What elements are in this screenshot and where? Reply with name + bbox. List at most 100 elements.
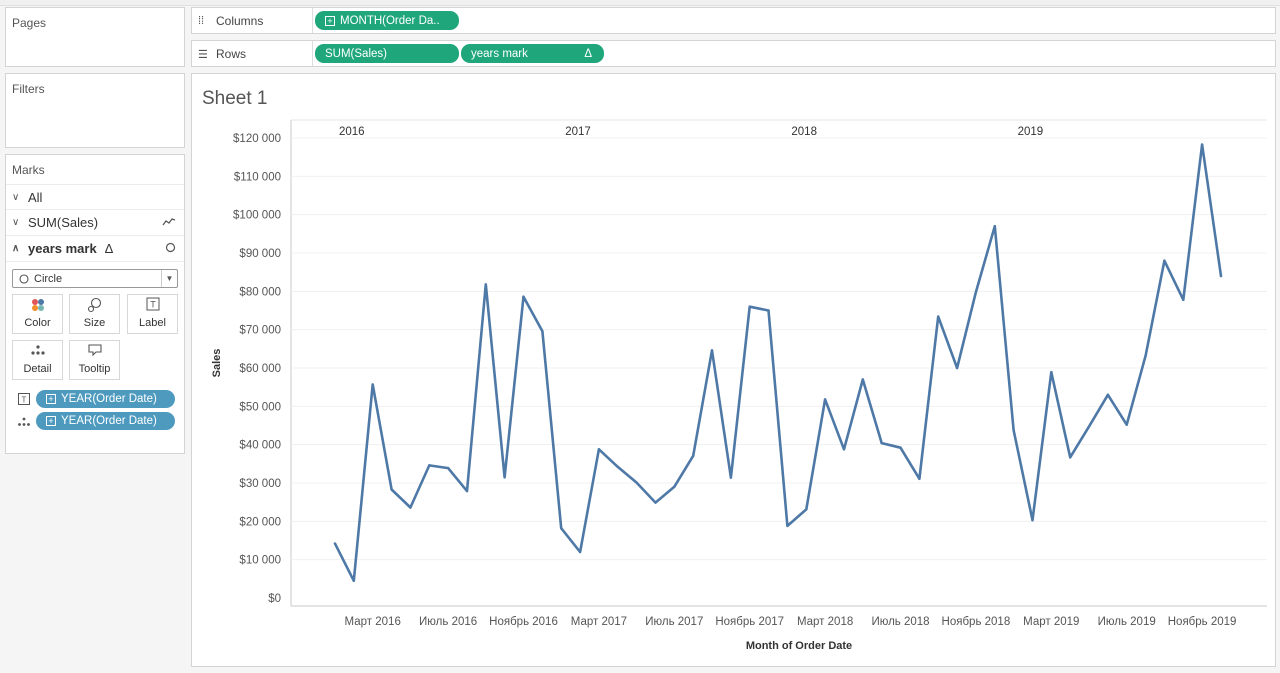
y-axis-title: Sales <box>211 349 223 378</box>
data-point <box>484 283 487 286</box>
pages-panel[interactable]: Pages <box>5 7 185 67</box>
data-point <box>1012 428 1015 432</box>
label-label: Label <box>139 317 166 329</box>
year-header-label: 2018 <box>791 126 817 138</box>
x-tick-label: Март 2019 <box>1023 616 1079 628</box>
sheet-view[interactable]: Sheet 1 $0 $10 000 $20 000 $30 000 $40 000 $5… <box>191 73 1276 667</box>
columns-month-pill[interactable]: + MONTH(Order Da.. <box>315 11 459 30</box>
detail-button[interactable]: Detail <box>12 340 63 380</box>
mark-type-dropdown[interactable]: Circle ▼ <box>12 269 178 288</box>
top-toolbar-strip <box>0 0 1280 6</box>
data-point <box>409 506 412 509</box>
y-tick-label: $80 000 <box>239 286 281 298</box>
data-point <box>1200 143 1204 146</box>
year-header-label: 2017 <box>565 126 591 138</box>
rows-shelf[interactable]: ☰ Rows SUM(Sales) years mark Δ <box>191 40 1276 67</box>
data-point <box>880 441 883 445</box>
year-header-label: 2016 <box>339 126 365 138</box>
data-point <box>1087 425 1091 428</box>
plus-icon[interactable]: + <box>325 15 335 26</box>
year-header-label: 2019 <box>1018 126 1044 138</box>
data-point <box>465 489 469 493</box>
data-point <box>541 330 544 333</box>
detail-icon <box>13 343 62 363</box>
x-tick-label: Март 2017 <box>571 616 627 628</box>
sales-line-chart[interactable]: $0 $10 000 $20 000 $30 000 $40 000 $50 000 $60… <box>192 74 1275 666</box>
marks-sum-sales-row[interactable]: ∨ SUM(Sales) <box>6 210 184 236</box>
y-tick-label: $60 000 <box>239 363 281 375</box>
x-tick-label: Ноябрь 2016 <box>489 616 558 628</box>
data-point <box>522 295 525 298</box>
label-field-name: YEAR(Order Date) <box>61 393 157 405</box>
rows-shelf-label: ☰ Rows <box>198 47 247 61</box>
data-point <box>1125 423 1128 426</box>
shelf-divider <box>312 41 313 66</box>
marks-title: Marks <box>12 163 45 177</box>
x-tick-label: Июль 2016 <box>419 616 477 628</box>
data-point <box>1050 371 1053 374</box>
data-point <box>673 485 676 489</box>
data-point <box>333 542 337 545</box>
label-field-pill[interactable]: + YEAR(Order Date) <box>36 390 175 408</box>
shelf-divider <box>312 8 313 33</box>
data-point <box>974 290 978 294</box>
marks-all-row[interactable]: ∨ All <box>6 184 184 210</box>
rows-sum-sales-pill[interactable]: SUM(Sales) <box>315 44 459 63</box>
data-point <box>823 398 827 401</box>
chevron-down-icon: ∨ <box>12 191 20 203</box>
data-point <box>937 315 940 318</box>
x-tick-label: Ноябрь 2019 <box>1168 616 1237 628</box>
mark-type-value: Circle <box>34 272 63 285</box>
detail-field-pill[interactable]: + YEAR(Order Date) <box>36 412 175 430</box>
marks-sum-sales-label: SUM(Sales) <box>28 215 99 230</box>
data-point <box>993 224 996 228</box>
data-point <box>560 527 563 530</box>
x-tick-label: Март 2018 <box>797 616 853 628</box>
y-tick-label: $90 000 <box>239 248 281 260</box>
rows-icon: ☰ <box>198 48 208 61</box>
data-point <box>597 448 601 451</box>
data-point <box>428 464 431 467</box>
svg-text:T: T <box>22 396 27 405</box>
x-axis-title: Month of Order Date <box>746 640 852 652</box>
data-point <box>842 448 846 451</box>
label-button[interactable]: T Label <box>127 294 178 334</box>
svg-text:T: T <box>150 300 156 310</box>
data-point <box>805 508 808 511</box>
data-point <box>1106 393 1110 397</box>
data-point <box>748 305 751 308</box>
data-point <box>899 446 902 449</box>
tooltip-label: Tooltip <box>78 363 111 375</box>
data-point <box>616 465 619 469</box>
y-tick-label: $10 000 <box>239 555 281 567</box>
color-button[interactable]: Color <box>12 294 63 334</box>
data-point <box>767 309 770 312</box>
size-button[interactable]: Size <box>69 294 120 334</box>
data-point <box>1219 274 1223 278</box>
filters-panel[interactable]: Filters <box>5 73 185 148</box>
data-point <box>786 524 789 528</box>
y-tick-label: $40 000 <box>239 440 281 452</box>
x-tick-label: Ноябрь 2017 <box>715 616 784 628</box>
sales-series-line <box>333 143 1223 583</box>
data-point <box>1068 456 1072 459</box>
data-point <box>578 550 582 554</box>
circle-icon <box>19 273 29 284</box>
marks-panel: Marks ∨ All ∨ SUM(Sales) ∧ years mark Δ … <box>5 154 185 454</box>
chevron-down-icon[interactable]: ▼ <box>161 270 177 287</box>
data-point <box>635 481 638 484</box>
label-icon: T <box>128 297 177 317</box>
data-point <box>1144 354 1147 357</box>
size-icon <box>70 297 119 317</box>
columns-shelf[interactable]: ⁞⁞ Columns + MONTH(Order Da.. <box>191 7 1276 34</box>
tooltip-button[interactable]: Tooltip <box>69 340 120 380</box>
color-icon <box>13 297 62 317</box>
plus-icon[interactable]: + <box>46 394 56 404</box>
y-tick-label: $0 <box>268 593 281 605</box>
rows-years-mark-pill[interactable]: years mark Δ <box>461 44 604 63</box>
plus-icon[interactable]: + <box>46 416 56 426</box>
marks-years-mark-row[interactable]: ∧ years mark Δ <box>6 236 184 262</box>
filters-title: Filters <box>12 82 45 96</box>
data-point <box>1182 298 1185 301</box>
tooltip-icon <box>70 343 119 363</box>
